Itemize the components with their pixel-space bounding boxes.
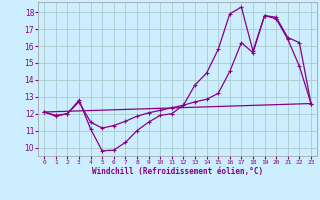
X-axis label: Windchill (Refroidissement éolien,°C): Windchill (Refroidissement éolien,°C) (92, 167, 263, 176)
